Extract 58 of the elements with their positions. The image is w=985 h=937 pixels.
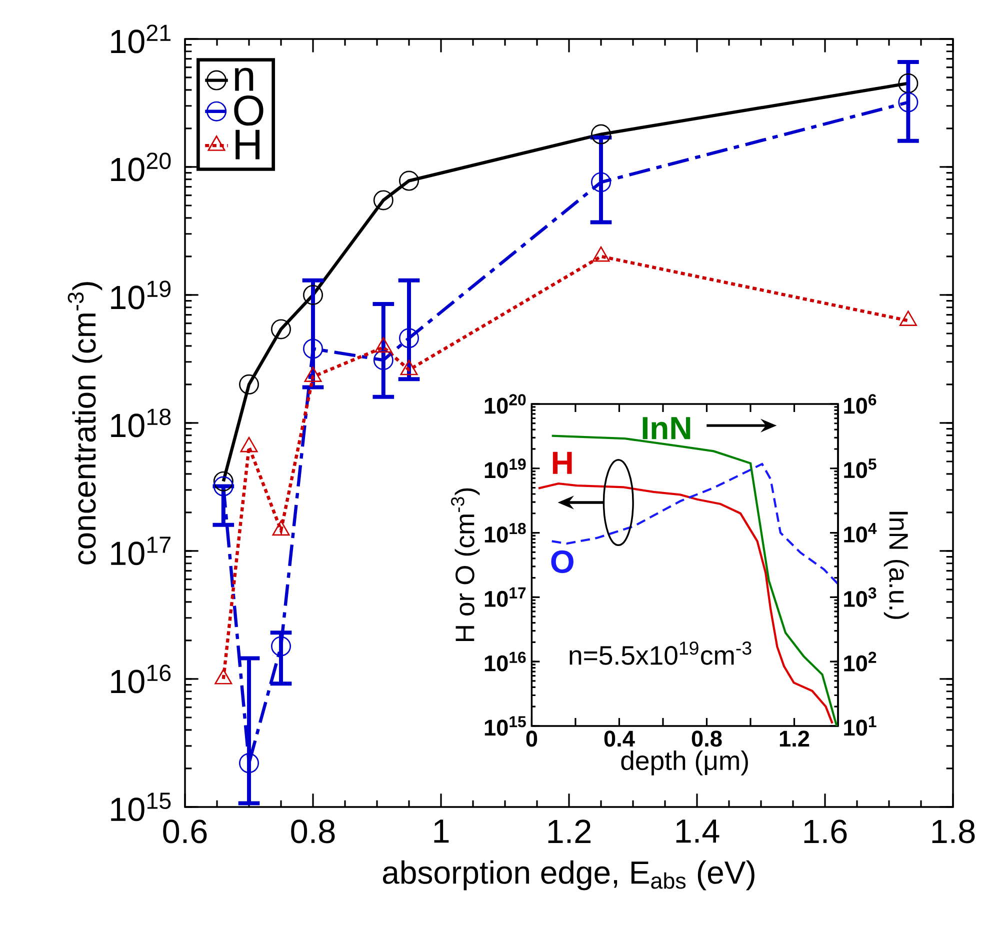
point (898, 73, 918, 94)
y-tick-label: 10$^{18}$ (111, 408, 171, 438)
x-tick-label: 1.2 (780, 730, 810, 747)
y-tick-label: 10$^{15}$ (484, 716, 526, 736)
y-tick-label: 10$^{18}$ (484, 522, 526, 543)
y-tick-label: 10$^{16}$ (484, 652, 526, 672)
point (239, 374, 260, 394)
x-tick-label: 0.6 (163, 820, 207, 844)
x-tick-label: 1.6 (804, 820, 847, 844)
point (271, 636, 292, 656)
legend-label: n (234, 68, 254, 91)
point (303, 338, 324, 359)
x-tick-label: 0.8 (692, 730, 722, 747)
x-tick-label: 1.4 (676, 820, 720, 843)
y-tick-label: 10$^{6}$ (844, 394, 876, 414)
y-tick-label: 10$^{2}$ (844, 652, 876, 672)
y-tick-label: 10$^{20}$ (484, 394, 526, 414)
y-tick-label: 10$^{1}$ (844, 716, 876, 736)
point (399, 328, 420, 348)
x-tick-label: 1.2 (548, 820, 590, 843)
point (213, 471, 234, 492)
point (239, 753, 260, 774)
y-tick-label: 10$^{21}$ (111, 24, 170, 54)
x-tick-label: 1 (434, 820, 449, 843)
point (373, 190, 394, 210)
x-tick-label: 1.8 (932, 820, 975, 844)
point (213, 476, 234, 496)
y-tick-label: 10$^{4}$ (844, 523, 877, 543)
point (898, 92, 918, 112)
line-series (537, 482, 834, 724)
y-tick-label: 10$^{5}$ (844, 458, 876, 478)
point (591, 124, 612, 144)
x-axis-title: depth (μm) (621, 750, 748, 776)
y-tick-label: 10$^{16}$ (111, 664, 171, 694)
legend-label: O (234, 95, 264, 126)
y-axis-title: H or O (cm$^{-3}$) (451, 488, 480, 642)
series-label: InN (642, 417, 690, 440)
series-label: H (552, 452, 572, 474)
annotation: n=5.5x10$^{19}$cm$^{-3}$ (570, 642, 752, 665)
point (303, 284, 324, 305)
x-tick-label: 0.8 (291, 820, 335, 844)
point (271, 319, 292, 340)
y-tick-label: 10$^{19}$ (484, 458, 526, 478)
point (373, 350, 394, 370)
series-label: O (551, 550, 574, 574)
legend-label: H (236, 130, 260, 160)
point (399, 170, 420, 191)
y-tick-label: 10$^{17}$ (484, 587, 526, 607)
x-tick-label: 0 (526, 730, 538, 747)
y-tick-label: 10$^{20}$ (111, 152, 171, 182)
y-tick-label: 10$^{17}$ (111, 536, 170, 566)
y-axis-title: concentration (cm$^{-3}$) (68, 282, 102, 564)
x-axis-title: absorption edge, E$_{abs}$ (eV) (382, 860, 754, 890)
y-tick-label: 10$^{19}$ (111, 280, 171, 310)
y-tick-label: 10$^{3}$ (844, 587, 876, 608)
y-axis-title: InN (a.u.) (884, 512, 909, 619)
x-tick-label: 0.4 (604, 730, 635, 747)
point (591, 172, 612, 192)
